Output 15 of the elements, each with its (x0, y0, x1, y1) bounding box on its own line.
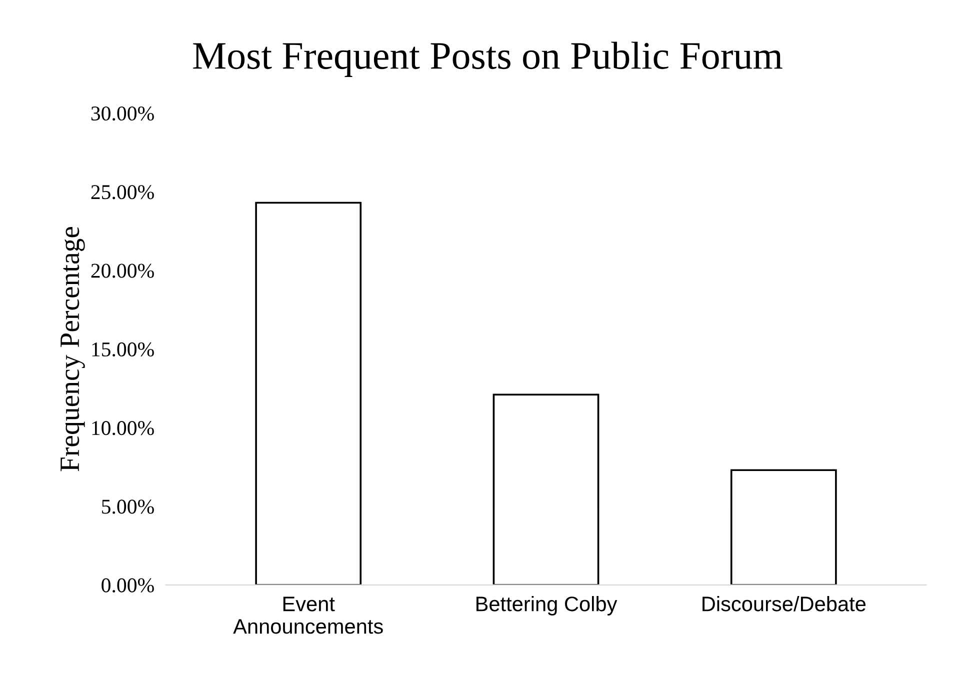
bar (730, 469, 837, 585)
y-tick-label: 15.00% (92, 342, 154, 357)
y-tick-label: 30.00% (91, 106, 154, 121)
y-tick-label: 20.00% (91, 264, 154, 278)
y-tick-label: 25.00% (91, 185, 154, 200)
x-tick-label: Bettering Colby (476, 596, 618, 616)
y-axis-title: Frequency Percentage (60, 226, 85, 472)
y-tick-label: 10.00% (92, 421, 154, 436)
x-tick-label: Discourse/Debate (702, 596, 866, 612)
x-tick-label: Event Announcements (233, 596, 383, 634)
y-tick-label: 5.00% (102, 500, 154, 514)
bar (255, 202, 362, 585)
chart-title: Most Frequent Posts on Public Forum (193, 42, 782, 77)
y-tick-label: 0.00% (102, 578, 154, 592)
bar (492, 394, 600, 585)
